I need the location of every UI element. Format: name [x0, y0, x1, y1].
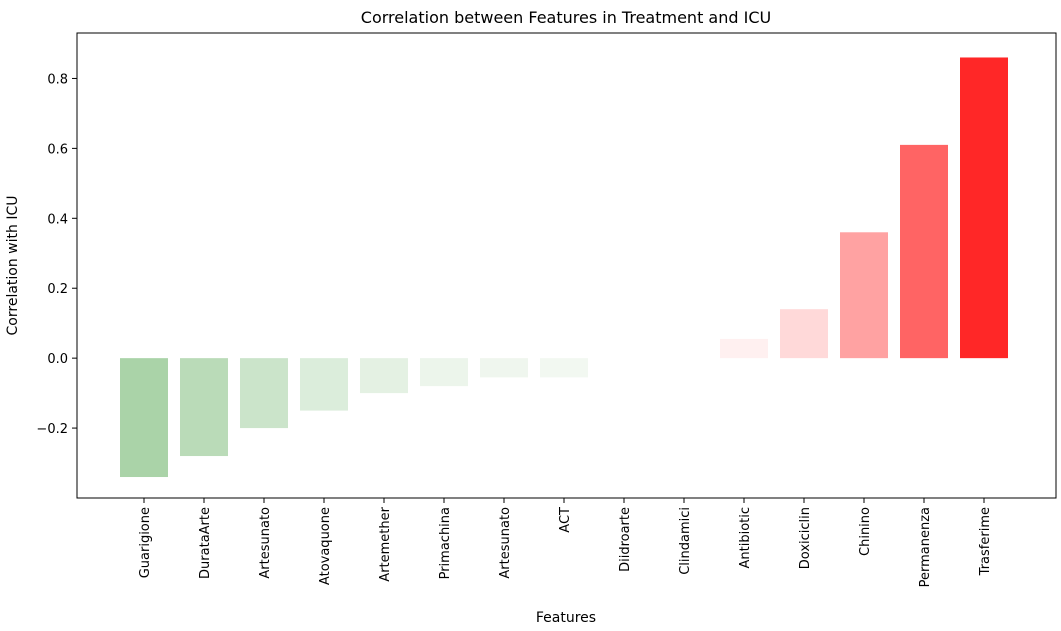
- x-axis-label: Features: [536, 610, 596, 626]
- bar-3: [240, 358, 288, 429]
- y-tick-label-3: 0.2: [47, 282, 68, 297]
- bar-7: [480, 358, 528, 378]
- bar-12: [780, 309, 828, 359]
- chart-title: Correlation between Features in Treatmen…: [361, 8, 771, 27]
- x-tick-label-14: Permanenza: [918, 507, 933, 587]
- bar-6: [420, 358, 468, 387]
- y-axis-label: Correlation with ICU: [5, 196, 21, 336]
- bar-2: [180, 358, 228, 457]
- bar-1: [120, 358, 168, 478]
- ticks-group: Guarigione DurataArte Artesunato Atovaquone…: [36, 72, 993, 587]
- x-tick-label-3: Artesunato: [258, 507, 273, 579]
- y-tick-label-6: 0.8: [47, 72, 68, 87]
- x-tick-label-2: DurataArte: [198, 507, 213, 579]
- bar-8: [540, 358, 588, 378]
- x-tick-label-5: Artemether: [378, 506, 393, 581]
- bar-11: [720, 338, 768, 359]
- x-tick-label-15: Trasferime: [978, 507, 993, 576]
- x-tick-label-13: Chinino: [858, 507, 873, 556]
- x-tick-label-10: Clindamici: [678, 507, 693, 575]
- x-tick-label-12: Doxiciclin: [798, 507, 813, 569]
- plot-frame: [76, 32, 1057, 499]
- y-tick-label-5: 0.6: [47, 142, 68, 157]
- x-tick-label-8: ACT: [558, 507, 573, 533]
- y-tick-label-4: 0.4: [47, 212, 68, 227]
- bar-13: [840, 232, 888, 359]
- x-tick-label-11: Antibiotic: [738, 507, 753, 569]
- bar-15: [960, 57, 1008, 359]
- bars-group: [120, 57, 1008, 478]
- x-tick-label-4: Atovaquone: [318, 507, 333, 585]
- x-tick-label-1: Guarigione: [138, 507, 153, 578]
- x-tick-label-6: Primachina: [438, 507, 453, 579]
- y-tick-label-2: 0.0: [47, 352, 68, 367]
- bar-4: [300, 358, 348, 411]
- x-tick-label-9: Diidroarte: [618, 507, 633, 572]
- bar-5: [360, 358, 408, 394]
- x-tick-label-7: Artesunato: [498, 507, 513, 579]
- y-tick-label-1: −0.2: [36, 422, 68, 437]
- bar-14: [900, 144, 948, 359]
